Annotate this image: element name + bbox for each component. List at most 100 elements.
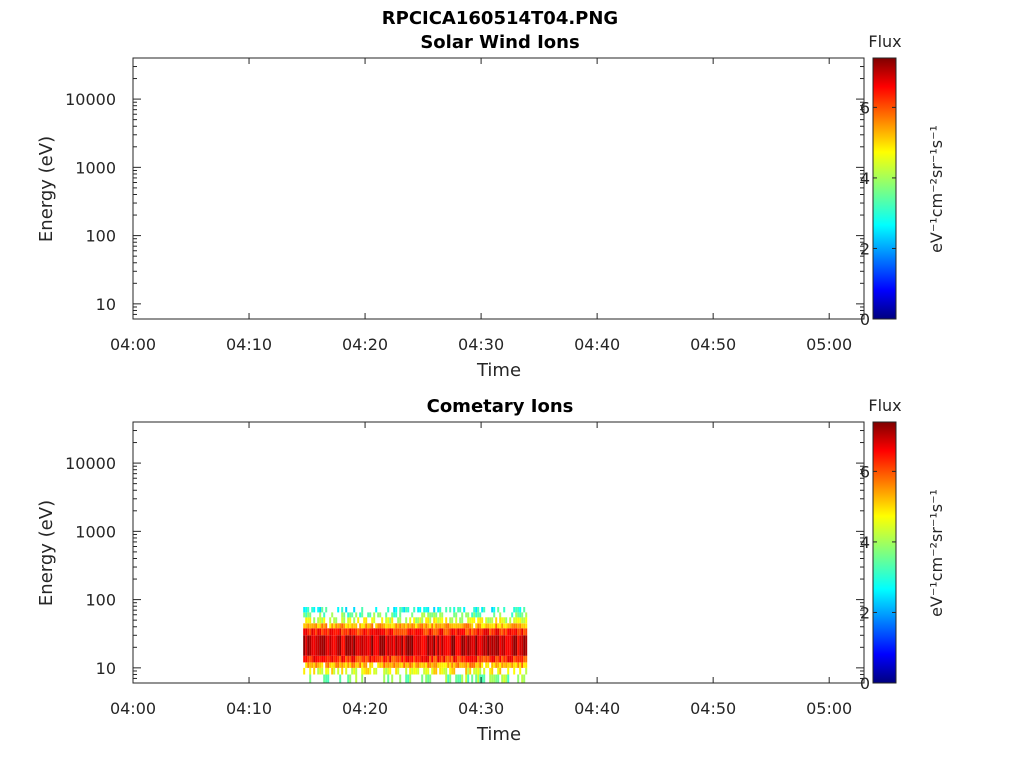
- spectrogram-cell: [325, 674, 328, 683]
- spectrogram-cell: [425, 667, 428, 675]
- spectrogram-cell: [523, 617, 526, 624]
- spectrogram-cell: [439, 623, 442, 629]
- spectrogram-cell: [521, 628, 524, 636]
- spectrogram-cell: [349, 623, 352, 629]
- spectrogram-cell: [337, 662, 340, 668]
- spectrogram-cell: [493, 655, 496, 663]
- spectrogram-cell: [475, 635, 478, 656]
- spectrogram-cell: [347, 635, 350, 656]
- spectrogram-cell: [467, 655, 470, 663]
- spectrogram-cell: [415, 635, 418, 656]
- spectrogram-cell: [387, 667, 390, 675]
- spectrogram-cell: [517, 607, 520, 613]
- spectrogram-cell: [413, 628, 416, 636]
- spectrogram-cell: [403, 662, 406, 668]
- spectrogram-cell: [415, 662, 418, 668]
- spectrogram-cell: [367, 628, 370, 636]
- spectrogram-cell: [399, 628, 402, 636]
- spectrogram-cell: [305, 617, 308, 624]
- spectrogram-cell: [449, 674, 452, 683]
- spectrogram-cell: [459, 623, 462, 629]
- spectrogram-cell: [501, 655, 504, 663]
- spectrogram-cell: [429, 635, 432, 656]
- spectrogram-cell: [475, 674, 478, 683]
- spectrogram-cell: [511, 662, 514, 668]
- spectrogram-cell: [403, 628, 406, 636]
- spectrogram-cell: [349, 628, 352, 636]
- spectrogram-cell: [457, 607, 460, 613]
- spectrogram-cell: [493, 628, 496, 636]
- spectrogram-cell: [377, 623, 380, 629]
- spectrogram-cell: [423, 635, 426, 656]
- spectrogram-cell: [367, 655, 370, 663]
- spectrogram-cell: [345, 662, 348, 668]
- spectrogram-cell: [367, 667, 370, 675]
- spectrogram-cell: [517, 617, 520, 624]
- spectrogram-cell: [405, 628, 408, 636]
- spectrogram-cell: [383, 674, 386, 683]
- spectrogram-cell: [503, 662, 506, 668]
- spectrogram-cell: [361, 623, 364, 629]
- spectrogram-cell: [523, 623, 526, 629]
- spectrogram-cell: [325, 655, 328, 663]
- spectrogram-cell: [341, 612, 344, 618]
- spectrogram-cell: [433, 662, 436, 668]
- spectrogram-cell: [387, 623, 390, 629]
- spectrogram-cell: [403, 623, 406, 629]
- spectrogram-cell: [467, 667, 470, 675]
- spectrogram-cell: [429, 655, 432, 663]
- spectrogram-cell: [507, 655, 510, 663]
- spectrogram-cell: [321, 667, 324, 675]
- spectrogram-cell: [483, 635, 486, 656]
- spectrogram-cell: [507, 674, 510, 683]
- x-tick-label: 04:10: [226, 335, 272, 354]
- spectrogram-cell: [417, 617, 420, 624]
- spectrogram-cell: [353, 662, 356, 668]
- spectrogram-cell: [347, 628, 350, 636]
- spectrogram-cell: [305, 623, 308, 629]
- spectrogram-cell: [447, 623, 450, 629]
- spectrogram-cell: [393, 662, 396, 668]
- spectrogram-cell: [361, 662, 364, 668]
- spectrogram-cell: [399, 674, 402, 683]
- spectrogram-cell: [421, 655, 424, 663]
- spectrogram-cell: [523, 662, 526, 668]
- spectrogram-cell: [475, 667, 478, 675]
- spectrogram-cell: [321, 662, 324, 668]
- spectrogram-cell: [483, 623, 486, 629]
- spectrogram-cell: [513, 667, 516, 675]
- spectrogram-cell: [307, 635, 310, 656]
- spectrogram-cell: [495, 617, 498, 624]
- spectrogram-cell: [511, 612, 514, 618]
- spectrogram-cell: [361, 612, 364, 618]
- spectrogram-cell: [513, 662, 516, 668]
- spectrogram-cell: [525, 612, 528, 618]
- spectrogram-cell: [525, 667, 528, 675]
- spectrogram-cell: [353, 667, 356, 675]
- spectrogram-cell: [485, 617, 488, 624]
- spectrogram-cell: [333, 628, 336, 636]
- spectrogram-cell: [483, 628, 486, 636]
- spectrogram-cell: [401, 655, 404, 663]
- spectrogram-cell: [399, 607, 402, 613]
- spectrogram-cell: [507, 662, 510, 668]
- spectrogram-cell: [317, 662, 320, 668]
- spectrogram-cell: [343, 623, 346, 629]
- spectrogram-cell: [495, 655, 498, 663]
- spectrogram-cell: [345, 667, 348, 675]
- y-tick-label: 10: [96, 295, 116, 314]
- spectrogram-cell: [489, 628, 492, 636]
- spectrogram-cell: [439, 612, 442, 618]
- spectrogram-cell: [393, 623, 396, 629]
- spectrogram-cell: [517, 635, 520, 656]
- spectrogram-cell: [461, 635, 464, 656]
- spectrogram-cell: [493, 612, 496, 618]
- spectrogram-cell: [425, 662, 428, 668]
- spectrogram-cell: [381, 655, 384, 663]
- spectrogram-cell: [477, 655, 480, 663]
- spectrogram-cell: [323, 674, 326, 683]
- y-tick-label: 100: [85, 591, 116, 610]
- spectrogram-cell: [303, 628, 306, 636]
- spectrogram-cell: [503, 623, 506, 629]
- spectrogram-cell: [503, 674, 506, 683]
